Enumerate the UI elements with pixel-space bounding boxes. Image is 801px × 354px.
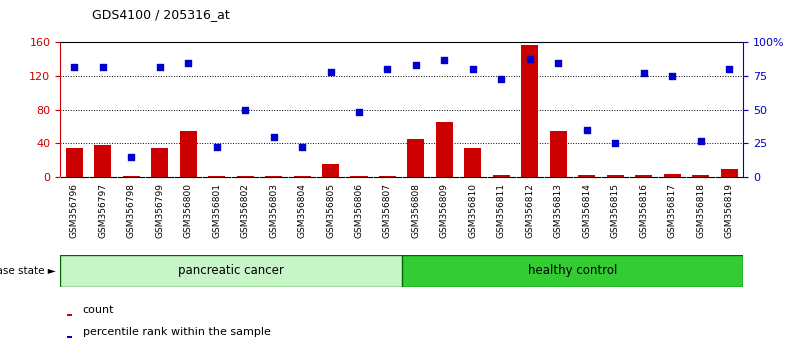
Bar: [521, 45, 538, 177]
Bar: [208, 176, 225, 177]
Point: [324, 69, 337, 75]
Text: GSM356799: GSM356799: [155, 183, 164, 238]
Text: GSM356817: GSM356817: [668, 183, 677, 238]
Text: GSM356808: GSM356808: [412, 183, 421, 238]
Point: [466, 67, 479, 72]
Point: [182, 60, 195, 65]
Point: [609, 141, 622, 146]
Bar: [351, 176, 368, 177]
Bar: [293, 176, 311, 177]
Bar: [663, 174, 681, 177]
Text: GSM356800: GSM356800: [183, 183, 193, 238]
Text: GSM356811: GSM356811: [497, 183, 506, 238]
Point: [268, 134, 280, 139]
Text: GSM356806: GSM356806: [355, 183, 364, 238]
Point: [523, 56, 536, 62]
Bar: [67, 336, 72, 338]
Text: percentile rank within the sample: percentile rank within the sample: [83, 327, 271, 337]
Bar: [692, 175, 709, 177]
Text: GSM356805: GSM356805: [326, 183, 335, 238]
Text: GSM356798: GSM356798: [127, 183, 135, 238]
Point: [239, 107, 252, 113]
Text: GSM356813: GSM356813: [553, 183, 563, 238]
Text: GSM356804: GSM356804: [297, 183, 307, 238]
Text: GSM356816: GSM356816: [639, 183, 648, 238]
Text: GSM356807: GSM356807: [383, 183, 392, 238]
Point: [125, 154, 138, 160]
Point: [581, 127, 594, 133]
Text: pancreatic cancer: pancreatic cancer: [178, 264, 284, 277]
Bar: [322, 164, 339, 177]
Bar: [123, 176, 140, 177]
Bar: [179, 131, 197, 177]
Text: GSM356814: GSM356814: [582, 183, 591, 238]
Bar: [493, 175, 510, 177]
Point: [96, 64, 109, 69]
Bar: [95, 145, 111, 177]
Point: [666, 73, 678, 79]
Bar: [408, 139, 425, 177]
Bar: [606, 175, 624, 177]
Bar: [635, 175, 652, 177]
Point: [694, 138, 707, 143]
Text: GSM356810: GSM356810: [469, 183, 477, 238]
Text: GSM356815: GSM356815: [610, 183, 620, 238]
Point: [381, 67, 394, 72]
Text: GSM356801: GSM356801: [212, 183, 221, 238]
Point: [495, 76, 508, 82]
Text: GSM356797: GSM356797: [99, 183, 107, 238]
Bar: [265, 176, 282, 177]
Text: healthy control: healthy control: [528, 264, 618, 277]
Point: [352, 110, 365, 115]
Point: [409, 63, 422, 68]
Point: [438, 57, 451, 63]
Bar: [436, 122, 453, 177]
Text: count: count: [83, 305, 114, 315]
Text: GSM356802: GSM356802: [240, 183, 250, 238]
Text: GSM356809: GSM356809: [440, 183, 449, 238]
Bar: [379, 176, 396, 177]
Bar: [578, 175, 595, 177]
Bar: [151, 148, 168, 177]
Point: [210, 144, 223, 150]
Text: GSM356796: GSM356796: [70, 183, 78, 238]
Text: GDS4100 / 205316_at: GDS4100 / 205316_at: [92, 8, 230, 21]
Text: GSM356803: GSM356803: [269, 183, 278, 238]
Point: [296, 144, 308, 150]
Text: GSM356812: GSM356812: [525, 183, 534, 238]
Point: [638, 70, 650, 76]
Bar: [66, 148, 83, 177]
Bar: [402, 255, 743, 287]
Bar: [721, 169, 738, 177]
Bar: [60, 255, 402, 287]
Point: [552, 60, 565, 65]
Point: [153, 64, 166, 69]
Text: disease state ►: disease state ►: [0, 266, 56, 276]
Bar: [549, 131, 567, 177]
Point: [723, 67, 735, 72]
Text: GSM356819: GSM356819: [725, 183, 734, 238]
Text: GSM356818: GSM356818: [696, 183, 705, 238]
Bar: [67, 314, 72, 316]
Point: [68, 64, 81, 69]
Bar: [236, 176, 254, 177]
Bar: [465, 148, 481, 177]
